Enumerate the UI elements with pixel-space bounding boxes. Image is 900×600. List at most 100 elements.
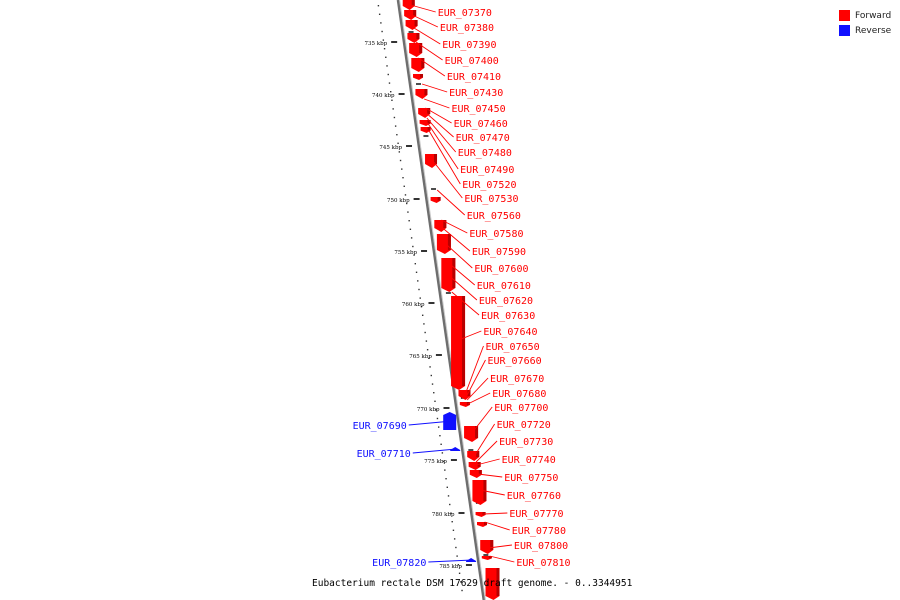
scale-tick-label: 750 kbp: [387, 198, 410, 204]
forward-gene-shade: [475, 426, 479, 438]
scale-dot: [461, 589, 463, 592]
scale-dot: [426, 349, 429, 351]
scale-tick-label: 775 kbp: [424, 459, 447, 465]
forward-leader-line: [432, 160, 463, 199]
reverse-swatch-icon: [839, 25, 850, 36]
gene-label-forward: EUR_07410: [447, 72, 501, 83]
gene-label-forward: EUR_07760: [507, 491, 561, 502]
scale-dot: [440, 443, 442, 445]
gene-label-forward: EUR_07680: [492, 389, 546, 400]
scale-dot: [408, 220, 410, 222]
scale-dot: [378, 13, 381, 15]
forward-leader-line: [413, 27, 441, 45]
scale-dot: [401, 168, 403, 170]
forward-leader-line: [411, 14, 439, 28]
forward-leader-line: [475, 440, 498, 463]
scale-tick-label: 760 kbp: [402, 302, 425, 308]
forward-leader-line: [466, 377, 489, 401]
forward-swatch-icon: [839, 10, 850, 21]
forward-gene-shade: [411, 0, 415, 6]
forward-gene-shade: [421, 58, 425, 68]
forward-leader-line: [410, 4, 436, 13]
scale-dot: [458, 572, 461, 574]
scale-dot: [413, 254, 415, 256]
gene-label-reverse: EUR_07690: [353, 421, 407, 432]
forward-gene-shade: [427, 108, 431, 114]
forward-gene-shade: [482, 512, 486, 515]
scale-dot: [434, 400, 436, 402]
scale-dot: [457, 564, 460, 566]
gene-label-forward: EUR_07390: [442, 40, 496, 51]
gene-label-forward: EUR_07660: [487, 356, 541, 367]
scale-dot: [391, 99, 393, 101]
gene-label-forward: EUR_07770: [509, 509, 563, 520]
legend-label-forward: Forward: [855, 10, 892, 21]
gene-label-forward: EUR_07700: [494, 403, 548, 414]
scale-dot: [441, 452, 444, 454]
forward-leader-line: [428, 129, 461, 185]
forward-leader-line: [471, 406, 493, 434]
scale-dot: [437, 426, 440, 428]
forward-gene-shade: [467, 390, 471, 396]
gene-label-forward: EUR_07530: [464, 194, 518, 205]
forward-gene-shade: [483, 480, 487, 501]
gene-label-forward: EUR_07480: [458, 148, 512, 159]
gene-label-forward: EUR_07720: [497, 420, 551, 431]
gene-label-forward: EUR_07800: [514, 541, 568, 552]
genome-caption: Eubacterium rectale DSM 17629 draft geno…: [312, 578, 633, 589]
gene-label-forward: EUR_07450: [451, 104, 505, 115]
scale-dot: [382, 39, 385, 41]
forward-leader-line: [444, 242, 473, 269]
gene-label-forward: EUR_07600: [474, 264, 528, 275]
gene-label-forward: EUR_07470: [456, 133, 510, 144]
reverse-leader-line: [412, 448, 457, 454]
scale-dot: [449, 503, 451, 506]
forward-gene-block: [436, 234, 451, 254]
forward-gene-shade: [416, 33, 420, 39]
forward-leader-line: [442, 227, 471, 252]
gene-label-forward: EUR_07670: [490, 374, 544, 385]
forward-gene-shade: [427, 120, 431, 124]
scale-dot: [430, 374, 432, 377]
gene-label-forward: EUR_07560: [467, 211, 521, 222]
scale-dot: [387, 73, 389, 76]
legend: Forward Reverse: [839, 8, 891, 38]
scale-dot: [399, 159, 402, 162]
scale-dot: [409, 228, 412, 230]
scale-dot: [417, 280, 419, 282]
forward-leader-line: [477, 473, 503, 478]
scale-dot: [460, 581, 462, 583]
forward-gene-shade: [420, 74, 424, 78]
scale-dot: [393, 116, 396, 119]
forward-leader-line: [425, 112, 454, 138]
forward-leader-line: [466, 359, 486, 397]
scale-dot: [423, 323, 425, 325]
scale-tick-label: 745 kbp: [379, 145, 402, 151]
forward-gene-shade: [484, 522, 488, 525]
backbone-line: [396, 0, 486, 600]
gene-label-forward: EUR_07380: [440, 23, 494, 34]
gene-label-forward: EUR_07590: [472, 247, 526, 258]
scale-dot: [398, 151, 401, 153]
legend-item-reverse: Reverse: [839, 23, 891, 38]
forward-leader-line: [479, 489, 505, 496]
forward-gene-block: [472, 480, 487, 505]
gene-label-forward: EUR_07630: [481, 311, 535, 322]
forward-gene-shade: [496, 568, 500, 596]
scale-dot: [396, 134, 398, 136]
forward-gene-block: [411, 58, 425, 72]
scale-dot: [377, 5, 380, 7]
forward-leader-line: [474, 423, 496, 456]
forward-leader-line: [489, 555, 515, 563]
gene-label-forward: EUR_07640: [483, 327, 537, 338]
forward-leader-line: [484, 521, 510, 531]
gene-label-forward: EUR_07520: [462, 180, 516, 191]
forward-gene-block: [441, 258, 456, 292]
gene-label-forward: EUR_07580: [469, 229, 523, 240]
scale-dot: [381, 30, 383, 33]
forward-gene-shade: [443, 220, 447, 228]
forward-gene-block: [451, 296, 466, 390]
scale-dot: [420, 306, 423, 308]
forward-leader-line: [425, 107, 452, 124]
